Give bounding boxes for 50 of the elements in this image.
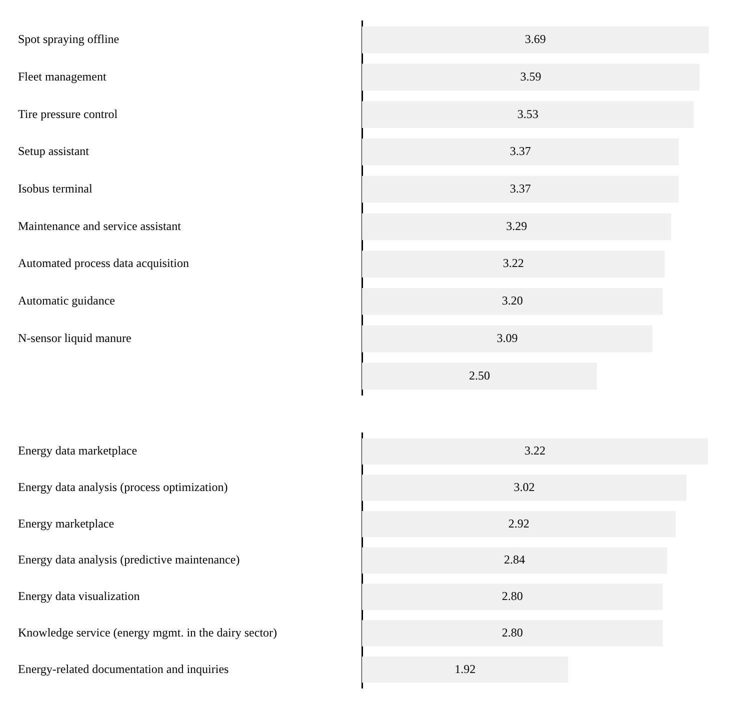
y-tick-label: Energy marketplace <box>18 516 114 530</box>
bar <box>362 213 672 240</box>
data-label: 3.53 <box>517 106 538 121</box>
y-tick-label: Fleet management <box>18 69 107 84</box>
y-tick-label: Energy data analysis (process optimization) <box>18 480 228 494</box>
y-tick-label: Tire pressure control <box>18 106 118 121</box>
bar <box>362 656 568 683</box>
data-label: 2.84 <box>504 552 526 567</box>
bar <box>362 26 709 54</box>
y-tick-label: Automated process data acquisition <box>18 256 189 270</box>
data-label: 3.37 <box>510 144 531 158</box>
bar <box>362 176 679 203</box>
y-tick-label: Isobus terminal <box>18 181 93 196</box>
data-label: 3.59 <box>520 69 542 84</box>
y-tick-label: Spot spraying offline <box>18 32 120 46</box>
data-label: 2.80 <box>502 589 523 604</box>
y-tick-label: Setup assistant <box>18 144 90 158</box>
bar <box>362 138 679 166</box>
data-label: 2.50 <box>469 368 490 382</box>
data-label: 3.22 <box>502 256 524 270</box>
bar <box>362 474 686 501</box>
y-tick-label: N-sensor liquid manure <box>18 330 132 345</box>
bar <box>362 325 652 352</box>
data-label: 1.92 <box>454 662 476 676</box>
data-label: 3.69 <box>524 32 546 46</box>
bar <box>362 547 668 574</box>
bar <box>362 64 700 91</box>
data-label: 3.09 <box>496 330 518 345</box>
data-label: 2.80 <box>502 625 523 640</box>
y-tick-label: Energy data analysis (predictive maintenance) <box>18 552 240 567</box>
data-label: 3.22 <box>524 444 546 458</box>
y-tick-label: Maintenance and service assistant <box>18 218 182 233</box>
y-tick-label: Knowledge service (energy mgmt. in the dairy sector) <box>18 625 278 640</box>
bar <box>362 362 597 390</box>
data-label: 2.92 <box>508 516 530 530</box>
data-label: 3.20 <box>502 294 523 308</box>
y-tick-label: Automatic guidance <box>18 294 115 308</box>
bar <box>362 250 665 278</box>
bar <box>362 101 694 128</box>
bar <box>362 288 663 315</box>
y-tick-label: Energy data marketplace <box>18 444 138 458</box>
y-tick-label: Energy data visualization <box>18 589 140 604</box>
data-label: 3.29 <box>506 218 528 233</box>
data-label: 3.37 <box>510 181 531 196</box>
bar <box>362 438 708 464</box>
bar <box>362 584 663 610</box>
bar <box>362 511 676 538</box>
data-label: 3.02 <box>514 480 535 494</box>
bar <box>362 620 663 646</box>
y-tick-label: Energy-related documentation and inquiries <box>18 662 230 676</box>
